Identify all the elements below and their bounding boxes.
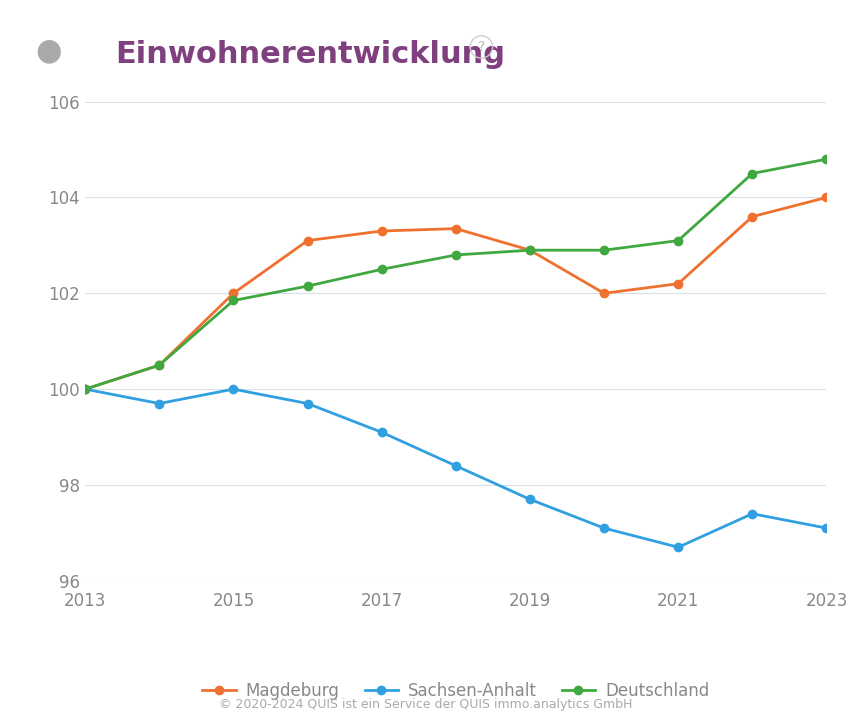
- Text: ?: ?: [478, 40, 485, 54]
- Text: © 2020-2024 QUIS ist ein Service der QUIS immo.analytics GmbH: © 2020-2024 QUIS ist ein Service der QUI…: [219, 698, 633, 711]
- Legend: Magdeburg, Sachsen-Anhalt, Deutschland: Magdeburg, Sachsen-Anhalt, Deutschland: [196, 675, 716, 706]
- Text: Einwohnerentwicklung: Einwohnerentwicklung: [115, 40, 505, 69]
- Text: ●: ●: [35, 36, 62, 65]
